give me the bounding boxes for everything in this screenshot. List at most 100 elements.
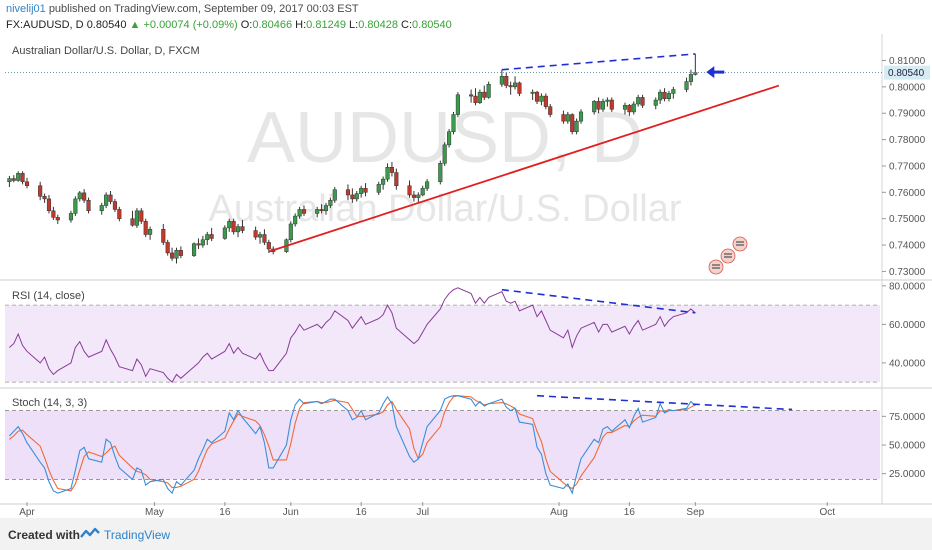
x-tick-label: Aug	[550, 507, 568, 518]
stoch-title: Stoch (14, 3, 3)	[12, 397, 87, 409]
high-label: H:	[295, 19, 307, 31]
candle-body	[104, 194, 109, 206]
candle-body	[411, 194, 416, 198]
stoch-tick-label: 75.0000	[889, 412, 926, 423]
event-flag-icon	[720, 248, 736, 264]
event-flag-icon	[732, 236, 748, 252]
low-label: L:	[349, 19, 359, 31]
x-tick-label: Apr	[19, 507, 35, 518]
candle-body	[376, 184, 381, 193]
candle-body	[196, 243, 201, 246]
candle-body	[161, 228, 166, 243]
rsi-tick-label: 40.0000	[889, 358, 926, 369]
low-value: 0.80428	[358, 19, 398, 31]
candle-body	[231, 221, 236, 233]
tradingview-brand[interactable]: TradingView	[104, 528, 171, 542]
candle-body	[55, 217, 60, 221]
candle-body	[134, 210, 139, 226]
candle-body	[574, 120, 579, 132]
candle-body	[605, 99, 610, 102]
candle-body	[99, 205, 104, 212]
candle-body	[561, 114, 566, 122]
symbol-label: FX:AUDUSD, D	[6, 19, 84, 31]
chart-area[interactable]: AUDUSD, D Australian Dollar/U.S. Dollar …	[0, 34, 932, 518]
stoch-d-line	[9, 395, 696, 492]
candle-body	[139, 210, 144, 222]
x-tick-label: Sep	[686, 507, 704, 518]
candle-body	[130, 218, 135, 226]
candle-body	[394, 172, 399, 186]
author-link[interactable]: nivelij01	[6, 3, 46, 15]
candle-body	[385, 167, 390, 180]
candle-body	[345, 189, 351, 196]
candle-body	[209, 234, 214, 239]
candle-body	[16, 173, 21, 181]
x-tick-label: Oct	[819, 507, 835, 518]
candle-body	[266, 242, 271, 250]
price-tick-label: 0.77000	[889, 161, 926, 172]
candle-body	[389, 167, 394, 173]
candle-body	[631, 103, 636, 113]
candle-body	[319, 209, 324, 212]
footer: Created with TradingView	[0, 518, 932, 550]
candle-body	[354, 193, 359, 200]
candle-body	[684, 81, 689, 90]
ohlc-header: FX:AUDUSD, D 0.80540 ▲ +0.00074 (+0.09%)…	[6, 19, 452, 31]
support-trendline	[268, 84, 780, 253]
rsi-tick-label: 80.0000	[889, 281, 926, 292]
watermark-symbol: AUDUSD, D	[247, 98, 643, 178]
candle-body	[200, 239, 205, 246]
candle-body	[486, 83, 491, 98]
event-markers	[708, 236, 748, 275]
x-axis: Apr May 16 Jun 16 Jul Aug 16 Sep Oct	[0, 502, 932, 518]
candle-body	[165, 242, 170, 254]
stoch-tick-label: 25.0000	[889, 469, 926, 480]
x-tick-label: 16	[356, 507, 368, 518]
last-price: 0.80540	[86, 19, 127, 31]
candle-body	[438, 163, 443, 183]
candle-body	[117, 209, 122, 219]
rsi-band	[5, 305, 880, 383]
candle-body	[636, 97, 641, 105]
candle-body	[570, 114, 575, 132]
price-pane: 0.81000 0.80000 0.79000 0.78000 0.77000 0.760…	[0, 34, 932, 504]
price-tick-label: 0.74000	[889, 241, 926, 252]
publish-info: published on TradingView.com, September …	[48, 3, 359, 15]
candle-body	[447, 131, 452, 146]
candle-body	[504, 76, 509, 86]
candle-body	[407, 185, 412, 196]
rsi-divergence-line	[501, 288, 696, 314]
candle-body	[658, 91, 663, 101]
candle-body	[543, 95, 548, 107]
candle-body	[596, 101, 601, 110]
candle-body	[257, 234, 263, 238]
candle-body	[482, 91, 487, 98]
candle-body	[425, 181, 430, 189]
candle-body	[653, 99, 658, 106]
candle-body	[24, 181, 30, 186]
candle-body	[73, 198, 78, 214]
candle-body	[350, 194, 355, 200]
price-chart-title: Australian Dollar/U.S. Dollar, D, FXCM	[12, 45, 200, 57]
candle-body	[442, 144, 447, 164]
rsi-title: RSI (14, close)	[12, 290, 85, 302]
candle-body	[108, 194, 113, 202]
candle-body	[82, 192, 87, 201]
flag-stripes-icon	[712, 264, 720, 269]
candle-body	[688, 74, 693, 82]
price-change: +0.00074 (+0.09%)	[143, 19, 238, 31]
candle-body	[222, 227, 227, 239]
candle-body	[253, 230, 258, 238]
price-divergence-line	[501, 53, 696, 71]
x-tick-label: May	[145, 507, 164, 518]
candle-body	[671, 89, 676, 94]
candle-body	[451, 114, 456, 132]
close-label: C:	[401, 19, 413, 31]
candle-body	[578, 111, 584, 122]
candle-body	[539, 95, 544, 102]
candle-body	[473, 95, 478, 103]
candle-body	[517, 82, 522, 94]
rsi-pane: 80.0000 60.0000 40.0000	[0, 281, 932, 389]
candle-body	[143, 221, 148, 235]
close-value: 0.80540	[412, 19, 452, 31]
